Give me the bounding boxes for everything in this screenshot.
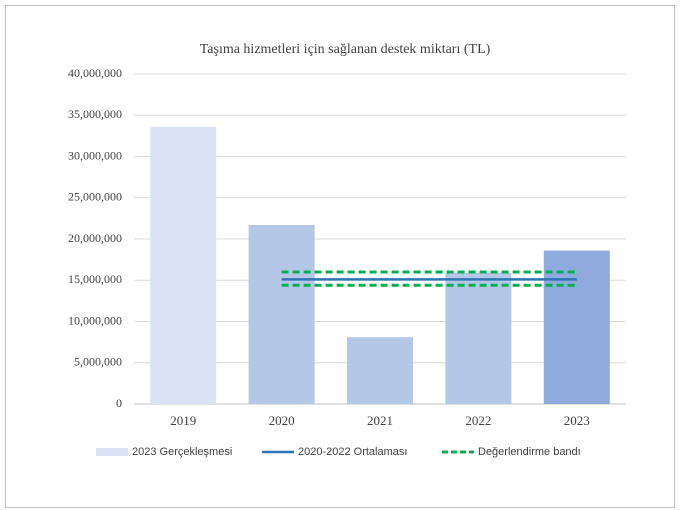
y-tick-label: 20,000,000 [68, 231, 122, 245]
legend-label: 2023 Gerçekleşmesi [132, 446, 232, 458]
y-tick-label: 25,000,000 [68, 190, 122, 204]
y-tick-label: 40,000,000 [68, 66, 122, 80]
bar [248, 224, 315, 404]
y-tick-label: 5,000,000 [74, 355, 122, 369]
bar [445, 272, 512, 404]
legend-label: 2020-2022 Ortalaması [298, 446, 407, 458]
bar [150, 126, 217, 405]
bar [347, 337, 413, 404]
x-tick-label: 2021 [367, 413, 393, 428]
y-tick-label: 15,000,000 [68, 272, 122, 286]
x-tick-label: 2022 [465, 413, 491, 428]
y-tick-label: 35,000,000 [68, 107, 122, 121]
x-tick-label: 2019 [170, 413, 196, 428]
y-tick-label: 10,000,000 [68, 313, 122, 327]
y-tick-label: 0 [116, 396, 122, 410]
legend-swatch [96, 448, 128, 456]
chart-title: Taşıma hizmetleri için sağlanan destek m… [200, 42, 491, 57]
x-tick-label: 2023 [564, 413, 590, 428]
bar [543, 250, 610, 404]
x-tick-label: 2020 [269, 413, 295, 428]
y-tick-label: 30,000,000 [68, 148, 122, 162]
legend-label: Değerlendirme bandı [478, 446, 581, 458]
